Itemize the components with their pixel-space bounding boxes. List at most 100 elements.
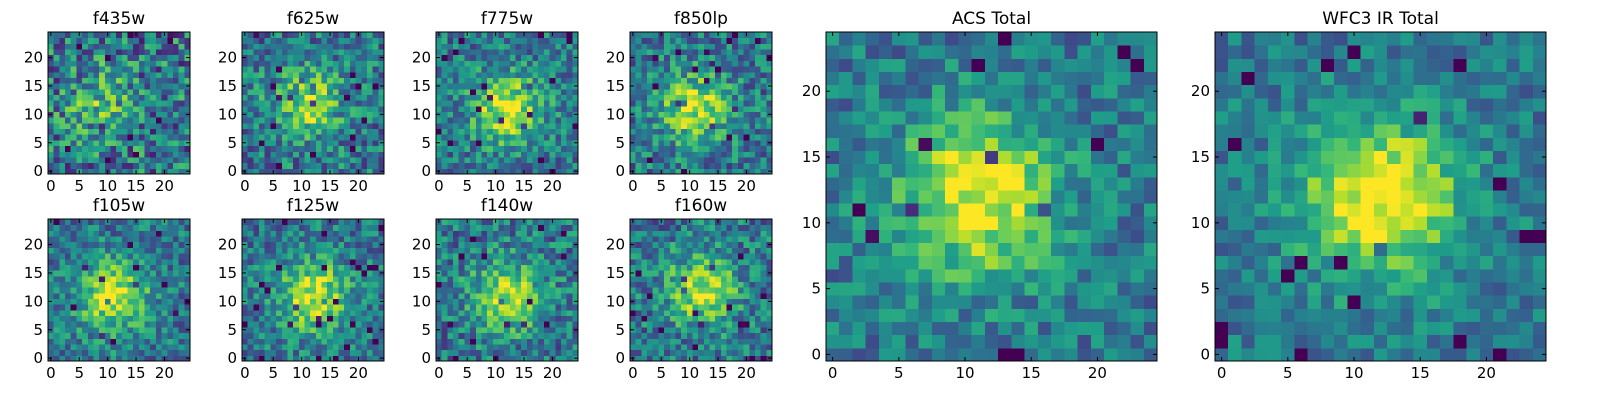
heatmap-cell xyxy=(470,83,477,90)
heatmap-cell xyxy=(87,168,94,175)
heatmap-cell xyxy=(172,236,180,243)
heatmap-cell xyxy=(327,309,334,317)
heatmap-cell xyxy=(327,105,334,113)
heatmap-cell xyxy=(155,309,163,317)
heatmap-cell xyxy=(453,88,460,95)
heatmap-cell xyxy=(521,128,528,135)
heatmap-cell xyxy=(150,270,157,277)
heatmap-cell xyxy=(475,292,482,300)
heatmap-cell xyxy=(144,77,151,84)
heatmap-cell xyxy=(698,326,705,334)
heatmap-cell xyxy=(521,349,528,356)
heatmap-cell xyxy=(93,264,100,271)
heatmap-cell xyxy=(155,117,163,124)
panel-title: f140w xyxy=(481,196,533,216)
heatmap-cell xyxy=(515,224,522,231)
heatmap-cell xyxy=(686,37,693,44)
heatmap-cell xyxy=(99,162,106,169)
heatmap-cell xyxy=(161,134,168,141)
heatmap-cell xyxy=(332,253,340,260)
heatmap-cell xyxy=(492,111,499,118)
x-tick-label: 5 xyxy=(74,364,84,382)
heatmap-cell xyxy=(270,304,277,311)
heatmap-cell xyxy=(487,321,494,328)
heatmap-cell xyxy=(538,230,545,237)
heatmap-cell xyxy=(338,275,345,282)
heatmap-cell xyxy=(504,117,511,124)
heatmap-cell xyxy=(698,77,705,84)
heatmap-cell xyxy=(76,37,83,44)
heatmap-cell xyxy=(116,60,123,67)
heatmap-cell xyxy=(53,275,60,282)
heatmap-cell xyxy=(127,253,134,260)
heatmap-cell xyxy=(647,100,654,107)
heatmap-cell xyxy=(703,145,711,152)
heatmap-cell xyxy=(366,162,374,169)
heatmap-cell xyxy=(270,349,277,356)
heatmap-cell xyxy=(675,309,682,317)
heatmap-cell xyxy=(715,88,722,95)
heatmap-cell xyxy=(754,32,762,39)
heatmap-cell xyxy=(70,343,77,351)
heatmap-cell xyxy=(749,60,756,67)
heatmap-cell xyxy=(70,128,77,135)
heatmap-cell xyxy=(121,54,129,61)
heatmap-cell xyxy=(555,156,562,164)
heatmap-cell xyxy=(372,292,379,300)
heatmap-cell xyxy=(698,105,705,113)
heatmap-cell xyxy=(549,134,556,141)
heatmap-cell xyxy=(703,100,711,107)
heatmap-cell xyxy=(287,105,294,113)
heatmap-cell xyxy=(726,77,733,84)
heatmap-cell xyxy=(344,304,351,311)
heatmap-cell xyxy=(167,241,174,248)
heatmap-cell xyxy=(526,71,534,78)
heatmap-cell xyxy=(104,105,111,113)
heatmap-cell xyxy=(647,275,654,282)
heatmap-cell xyxy=(692,326,699,334)
heatmap-cell xyxy=(287,349,294,356)
heatmap-cell xyxy=(549,292,556,300)
heatmap-cell xyxy=(184,253,191,260)
heatmap-cell xyxy=(504,49,511,56)
heatmap-cell xyxy=(766,332,773,339)
heatmap-cell xyxy=(492,343,499,351)
heatmap-cell xyxy=(293,219,300,226)
heatmap-cell xyxy=(304,162,311,169)
heatmap-cell xyxy=(692,287,699,294)
heatmap-cell xyxy=(349,253,357,260)
heatmap-cell xyxy=(669,145,676,152)
heatmap-cell xyxy=(635,151,642,158)
heatmap-cell xyxy=(281,321,288,328)
heatmap-cell xyxy=(150,162,157,169)
heatmap-cell xyxy=(555,304,562,311)
x-tick-label: 0 xyxy=(240,177,250,195)
heatmap-cell xyxy=(566,281,573,288)
heatmap-cell xyxy=(127,270,134,277)
heatmap-cell xyxy=(515,230,522,237)
heatmap-cell xyxy=(53,292,60,300)
heatmap-cell xyxy=(481,111,488,118)
heatmap-cell xyxy=(441,49,448,56)
heatmap-cell xyxy=(127,258,134,265)
heatmap-cell xyxy=(259,253,266,260)
heatmap-cell xyxy=(138,151,146,158)
heatmap-cell xyxy=(498,32,505,39)
heatmap-cell xyxy=(167,264,174,271)
heatmap-cell xyxy=(572,247,579,254)
heatmap-cell xyxy=(338,88,345,95)
heatmap-cell xyxy=(155,105,163,113)
heatmap-cell xyxy=(332,343,340,351)
heatmap-cell xyxy=(99,332,106,339)
heatmap-cell xyxy=(532,60,539,67)
heatmap-cell xyxy=(453,253,460,260)
heatmap-cell xyxy=(720,332,728,339)
heatmap-cell xyxy=(327,338,334,345)
heatmap-cell xyxy=(287,168,294,175)
heatmap-cell xyxy=(458,355,465,362)
heatmap-cell xyxy=(65,122,72,130)
heatmap-cell xyxy=(65,32,72,39)
heatmap-cell xyxy=(470,315,477,322)
heatmap-cell xyxy=(82,151,89,158)
